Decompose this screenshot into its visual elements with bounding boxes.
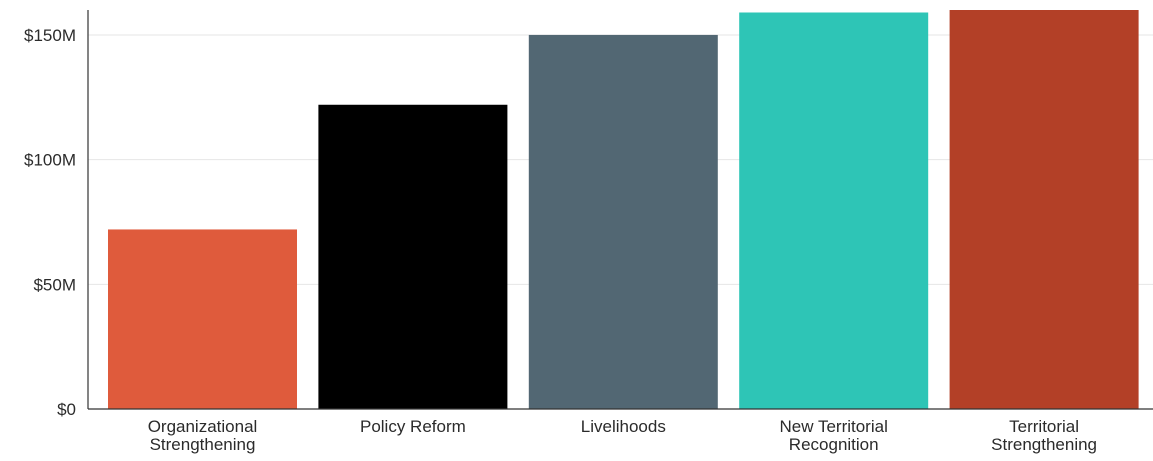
axes [87,10,1153,410]
x-tick-label: Organizational [148,417,258,436]
bar [949,10,1139,409]
y-tick-label: $0 [57,400,76,419]
y-tick-label: $50M [33,275,76,294]
x-tick-label: Livelihoods [581,417,666,436]
x-tick-label: Strengthening [150,435,256,454]
bars [108,10,1139,410]
y-tick-labels: $0 $50M $100M $150M [24,26,76,419]
x-tick-label: Strengthening [991,435,1097,454]
bar [739,12,929,410]
y-tick-label: $100M [24,151,76,170]
x-tick-label: Territorial [1009,417,1079,436]
x-tick-label: New Territorial [780,417,888,436]
x-tick-label: Policy Reform [360,417,466,436]
bar [108,229,297,409]
y-tick-label: $150M [24,26,76,45]
x-tick-label: Recognition [789,435,879,454]
bar [528,34,718,409]
bar [318,104,508,409]
